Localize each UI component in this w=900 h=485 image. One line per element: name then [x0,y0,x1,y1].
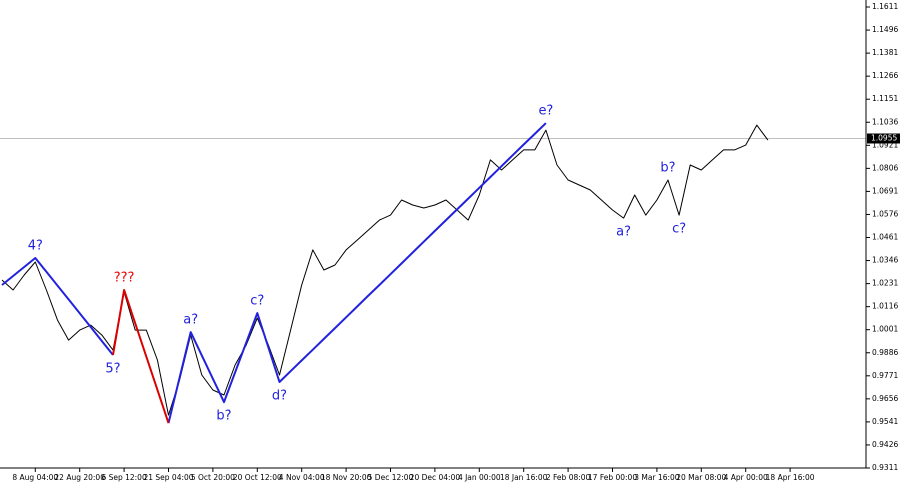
y-tick-label: 1.1036 [872,117,898,126]
wave-label: c? [672,222,686,237]
y-tick-label: 1.0116 [872,302,898,311]
x-tick-label: 4 Apr 00:00 [724,473,768,482]
x-tick-label: 17 Feb 00:00 [588,473,637,482]
wave-label: 5? [105,361,120,376]
wave-label: d? [272,389,287,404]
wave-line [1,122,547,424]
current-price-box [867,133,900,144]
y-tick-label: 1.0346 [872,256,898,265]
y-tick-label: 0.9311 [872,463,898,472]
x-tick-label: 20 Oct 12:00 [233,473,282,482]
y-tick-label: 1.1266 [872,71,898,80]
wave-label: b? [216,409,231,424]
wave-label: a? [616,225,631,240]
price-line [1,124,769,416]
x-tick-label: 8 Aug 04:00 [12,473,58,482]
wave-label: ??? [114,271,135,286]
x-tick-label: 18 Nov 20:00 [321,473,372,482]
y-tick-label: 0.9771 [872,371,898,380]
y-tick-label: 1.1496 [872,25,898,34]
y-tick-label: 1.1381 [872,48,898,57]
x-tick-label: 2 Feb 08:00 [546,473,591,482]
x-tick-label: 21 Sep 04:00 [143,473,193,482]
y-tick-label: 1.1151 [872,94,898,103]
wave-label: 4? [28,238,43,253]
y-tick-label: 0.9541 [872,417,898,426]
y-tick-label: 1.0461 [872,233,898,242]
x-tick-label: 6 Sep 12:00 [101,473,147,482]
wave-label: c? [250,294,264,309]
y-tick-label: 0.9656 [872,394,898,403]
x-tick-label: 5 Dec 12:00 [368,473,414,482]
y-tick-label: 1.0576 [872,209,898,218]
y-tick-label: 1.0231 [872,279,898,288]
x-tick-label: 18 Jan 16:00 [500,473,548,482]
x-tick-label: 18 Apr 16:00 [766,473,815,482]
x-tick-label: 4 Jan 00:00 [458,473,501,482]
current-price-label: 1.0955 [871,133,897,142]
wave-label: a? [183,313,198,328]
y-tick-label: 1.0691 [872,186,898,195]
x-tick-label: 4 Nov 04:00 [279,473,325,482]
y-tick-label: 0.9426 [872,440,898,449]
y-tick-label: 1.0921 [872,140,898,149]
y-tick-label: 1.0806 [872,163,898,172]
x-tick-label: 20 Mar 08:00 [676,473,726,482]
x-tick-label: 22 Aug 20:00 [54,473,105,482]
x-tick-label: 5 Oct 20:00 [191,473,235,482]
x-tick-label: 3 Mar 16:00 [634,473,680,482]
wave-line [112,289,170,424]
x-tick-label: 20 Dec 04:00 [410,473,461,482]
y-tick-label: 1.1611 [872,2,898,11]
y-tick-label: 1.0001 [872,325,898,334]
y-tick-label: 0.9886 [872,348,898,357]
wave-label: e? [538,104,553,119]
wave-label: b? [660,160,675,175]
